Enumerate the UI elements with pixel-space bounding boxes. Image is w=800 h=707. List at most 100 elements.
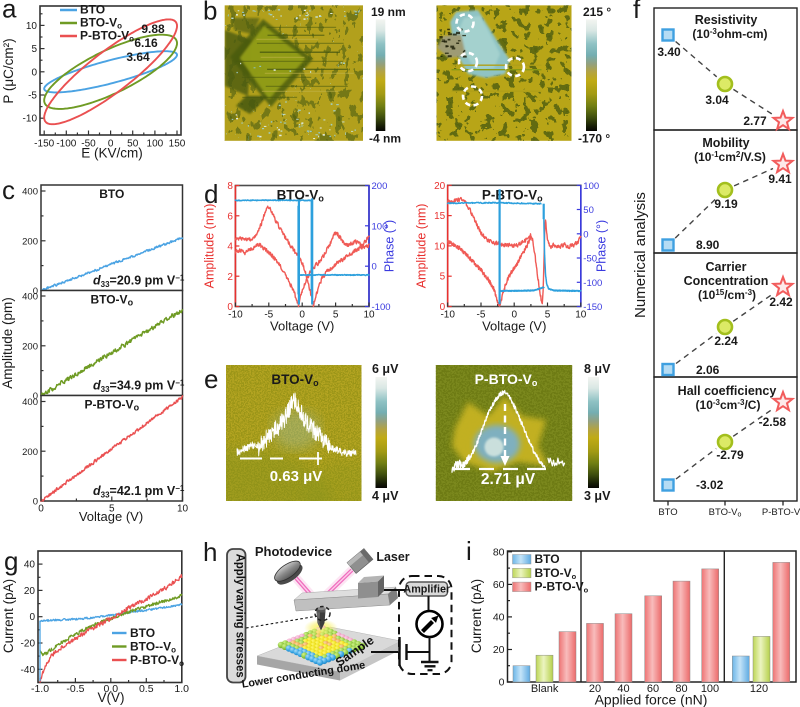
svg-text:10: 10 — [434, 241, 446, 252]
svg-text:0: 0 — [108, 139, 114, 150]
svg-text:0: 0 — [299, 310, 305, 321]
svg-text:200: 200 — [22, 341, 38, 352]
svg-text:-20: -20 — [21, 638, 36, 649]
svg-text:i: i — [466, 536, 472, 566]
svg-text:1.0: 1.0 — [174, 683, 189, 695]
svg-text:-50: -50 — [583, 254, 597, 265]
svg-text:-100: -100 — [583, 278, 602, 289]
svg-text:200: 200 — [22, 236, 38, 247]
svg-text:80: 80 — [493, 546, 505, 558]
svg-text:20: 20 — [589, 683, 601, 695]
svg-text:6.16: 6.16 — [134, 36, 158, 50]
svg-text:(10-3cm-3/C): (10-3cm-3/C) — [696, 398, 761, 412]
svg-text:-150: -150 — [583, 302, 602, 313]
svg-text:100: 100 — [147, 139, 164, 150]
svg-text:60: 60 — [647, 683, 659, 695]
svg-text:8 μV: 8 μV — [584, 362, 611, 376]
svg-text:-1.0: -1.0 — [31, 683, 49, 695]
svg-text:(1015/cm-3): (1015/cm-3) — [698, 288, 756, 302]
svg-text:0: 0 — [499, 677, 505, 689]
svg-text:9.88: 9.88 — [141, 22, 165, 36]
svg-text:0: 0 — [31, 67, 37, 78]
svg-text:BTO: BTO — [130, 626, 155, 640]
svg-text:Applied force (nN): Applied force (nN) — [595, 692, 708, 707]
svg-text:-10: -10 — [23, 114, 38, 125]
svg-text:150: 150 — [169, 139, 186, 150]
svg-text:0: 0 — [511, 310, 517, 321]
svg-text:-10: -10 — [228, 310, 243, 321]
svg-text:BTO: BTO — [535, 552, 560, 566]
svg-text:f: f — [633, 0, 641, 24]
svg-text:e: e — [204, 364, 218, 394]
svg-text:100: 100 — [701, 683, 719, 695]
svg-text:Voltage (V): Voltage (V) — [79, 509, 143, 524]
svg-text:Resistivity: Resistivity — [695, 13, 758, 27]
svg-text:BTO: BTO — [658, 507, 677, 518]
svg-text:0.5: 0.5 — [139, 683, 154, 695]
svg-text:9.19: 9.19 — [714, 197, 738, 211]
svg-text:2.24: 2.24 — [714, 334, 738, 348]
svg-text:Phase (°): Phase (°) — [594, 220, 608, 272]
svg-text:20: 20 — [493, 644, 505, 656]
svg-text:400: 400 — [22, 397, 38, 408]
svg-text:19 nm: 19 nm — [371, 5, 406, 19]
svg-text:4: 4 — [227, 242, 233, 253]
svg-text:P-BTO-Vo: P-BTO-Vo — [130, 653, 184, 668]
svg-text:8: 8 — [227, 181, 233, 192]
svg-text:Amplitude (pm): Amplitude (pm) — [0, 297, 15, 389]
svg-text:P-BTO-Vo: P-BTO-Vo — [475, 371, 538, 388]
svg-text:d33=20.9 pm V−1: d33=20.9 pm V−1 — [93, 274, 185, 290]
svg-text:0: 0 — [29, 612, 35, 623]
svg-text:Phase (°): Phase (°) — [383, 220, 397, 272]
svg-text:d33=42.1 pm V−1: d33=42.1 pm V−1 — [93, 484, 185, 500]
svg-text:P-BTO-Vo: P-BTO-Vo — [482, 187, 543, 203]
svg-text:50: 50 — [127, 139, 139, 150]
svg-text:a: a — [2, 0, 17, 24]
svg-text:-150: -150 — [34, 139, 54, 150]
svg-text:-0.5: -0.5 — [66, 683, 84, 695]
svg-text:Numerical analysis: Numerical analysis — [632, 192, 649, 318]
svg-text:BTO: BTO — [80, 3, 105, 17]
svg-text:40: 40 — [493, 611, 505, 623]
svg-text:-5: -5 — [264, 310, 273, 321]
svg-text:-100: -100 — [372, 302, 391, 313]
svg-text:5: 5 — [440, 272, 446, 283]
svg-text:BTO--Vo: BTO--Vo — [130, 640, 176, 655]
svg-text:10: 10 — [575, 310, 587, 321]
svg-text:0: 0 — [227, 302, 233, 313]
svg-text:0: 0 — [33, 391, 38, 402]
svg-text:g: g — [4, 546, 18, 576]
svg-text:V(V): V(V) — [98, 690, 125, 705]
svg-text:8.90: 8.90 — [696, 238, 720, 252]
svg-text:200: 200 — [372, 181, 388, 192]
svg-text:P-BTO-Vo: P-BTO-Vo — [84, 398, 139, 413]
svg-text:40: 40 — [24, 560, 36, 571]
svg-text:BTO: BTO — [99, 187, 124, 201]
svg-text:3 μV: 3 μV — [584, 489, 611, 503]
svg-text:b: b — [203, 0, 217, 25]
svg-text:-4 nm: -4 nm — [369, 132, 401, 146]
svg-text:6 μV: 6 μV — [372, 362, 399, 376]
svg-text:Mobility: Mobility — [702, 136, 749, 150]
svg-text:Blank: Blank — [531, 683, 559, 695]
svg-text:9.41: 9.41 — [768, 172, 792, 186]
svg-text:-40: -40 — [21, 665, 36, 676]
svg-text:215 °: 215 ° — [583, 5, 611, 19]
svg-text:5: 5 — [31, 44, 37, 55]
svg-text:-2.58: -2.58 — [759, 415, 787, 429]
svg-text:0: 0 — [38, 504, 44, 515]
svg-text:-100: -100 — [56, 139, 76, 150]
svg-text:2: 2 — [227, 272, 233, 283]
svg-text:120: 120 — [750, 683, 768, 695]
svg-text:5: 5 — [545, 310, 551, 321]
svg-text:Concentration: Concentration — [684, 274, 769, 288]
svg-text:-10: -10 — [440, 310, 455, 321]
svg-text:4 μV: 4 μV — [372, 489, 399, 503]
svg-text:5: 5 — [333, 310, 339, 321]
svg-text:2.42: 2.42 — [769, 295, 793, 309]
svg-text:-170 °: -170 ° — [578, 132, 610, 146]
svg-text:0: 0 — [33, 497, 38, 508]
svg-text:3.40: 3.40 — [657, 45, 681, 59]
svg-text:100: 100 — [583, 181, 599, 192]
svg-text:-3.02: -3.02 — [696, 478, 724, 492]
